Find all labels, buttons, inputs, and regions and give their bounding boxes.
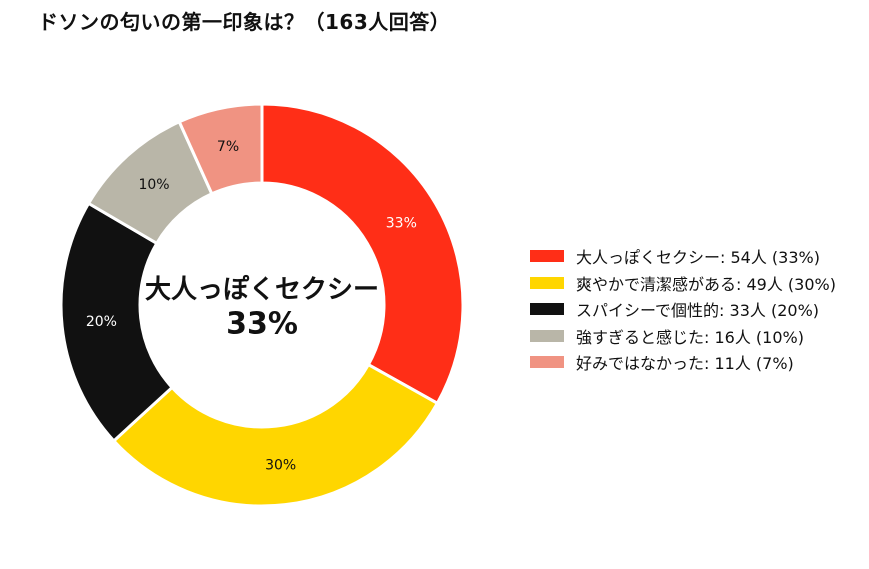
donut-slice [177, 102, 264, 196]
legend-label: 強すぎると感じた: 16人 (10%) [576, 327, 804, 347]
legend-swatch [530, 303, 564, 316]
legend-item: 強すぎると感じた: 16人 (10%) [530, 323, 836, 350]
slice-percent-label: 30% [265, 457, 296, 473]
legend-item: 爽やかで清潔感がある: 49人 (30%) [530, 270, 836, 297]
slice-percent-label: 10% [138, 177, 169, 193]
legend-label: 好みではなかった: 11人 (7%) [576, 354, 794, 374]
legend-label: スパイシーで個性的: 33人 (20%) [576, 301, 820, 321]
slice-percent-label: 20% [86, 314, 117, 330]
legend-item: スパイシーで個性的: 33人 (20%) [530, 296, 836, 323]
legend-swatch [530, 356, 564, 369]
slice-percent-label: 33% [386, 215, 417, 231]
legend-item: 大人っぽくセクシー: 54人 (33%) [530, 243, 836, 270]
center-label: 大人っぽくセクシー [145, 274, 379, 305]
legend-swatch [530, 276, 564, 289]
chart-title: ドソンの匂いの第一印象は？（163人回答） [38, 10, 451, 34]
legend-swatch [530, 250, 564, 263]
legend-label: 爽やかで清潔感がある: 49人 (30%) [576, 274, 836, 294]
legend: 大人っぽくセクシー: 54人 (33%) 爽やかで清潔感がある: 49人 (30%… [530, 243, 836, 376]
legend-label: 大人っぽくセクシー: 54人 (33%) [576, 248, 820, 268]
donut-slice [111, 362, 440, 508]
donut-slice [260, 102, 465, 406]
legend-swatch [530, 329, 564, 342]
slice-percent-label: 7% [217, 139, 239, 155]
center-value: 33% [226, 307, 298, 342]
donut-slice [59, 201, 175, 443]
legend-item: 好みではなかった: 11人 (7%) [530, 349, 836, 376]
